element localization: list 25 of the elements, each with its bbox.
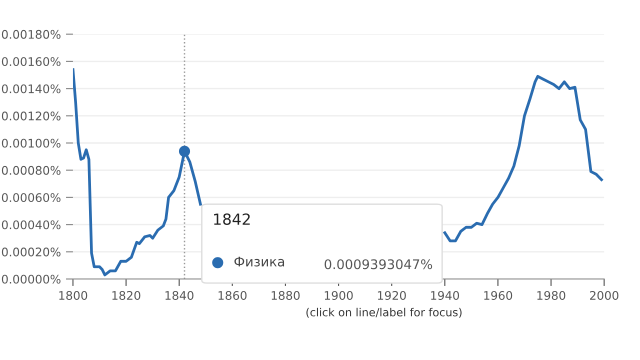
y-tick-label: 0.00080% <box>2 166 61 175</box>
y-tick-label: 0.00140% <box>2 84 61 94</box>
x-tick-label: 1820 <box>112 291 140 300</box>
x-tick-label: 1960 <box>484 291 512 300</box>
x-tick-label: 1860 <box>218 291 247 300</box>
x-tick-label: 1880 <box>272 291 300 300</box>
x-tick-label: 1900 <box>324 291 353 300</box>
y-tick-label: 0.00060% <box>2 193 61 202</box>
x-tick-label: 1940 <box>431 291 460 300</box>
x-tick-label: 1840 <box>165 291 194 300</box>
y-tick-label: 0.00100% <box>2 138 61 148</box>
y-tick-label: 0.00020% <box>2 248 61 256</box>
text: (click on line/label for focus) <box>306 308 462 318</box>
y-tick-label: 0.00000% <box>2 274 61 284</box>
x-tick-label: 1980 <box>537 291 566 300</box>
y-tick-label: 0.00040% <box>2 220 61 230</box>
x-tick-label: 2000 <box>590 291 618 300</box>
x-tick-label: 1800 <box>59 291 88 300</box>
y-tick-label: 0.00160% <box>2 57 61 66</box>
y-tick-label: 0.00180% <box>2 30 61 39</box>
annotation: 0.0009393047% <box>324 259 432 270</box>
y-tick-label: 0.00120% <box>2 112 61 120</box>
legend-label: Физика <box>234 256 284 267</box>
x-tick-label: 1920 <box>378 291 406 300</box>
ref-line-label: 1842 <box>214 213 250 225</box>
